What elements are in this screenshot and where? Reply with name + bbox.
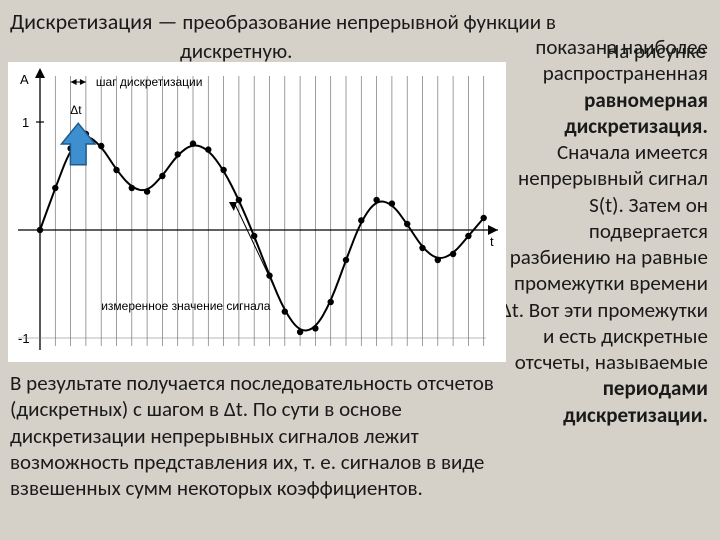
title-def1: преобразование непрерывной функции в	[182, 9, 556, 35]
right-p1-bold: равномерная дискретизация.	[564, 87, 708, 139]
chart-svg: A 1 -1 t Δt шаг дискретизации измеренное значе…	[8, 62, 506, 362]
svg-text:-1: -1	[18, 331, 30, 346]
svg-text:Δt: Δt	[70, 103, 82, 117]
title-dash: —	[152, 8, 182, 35]
bottom-paragraph: В результате получается последовательнос…	[10, 370, 498, 501]
svg-text:A: A	[20, 72, 29, 87]
sampling-chart: A 1 -1 t Δt шаг дискретизации измеренное значе…	[8, 62, 506, 362]
svg-text:t: t	[490, 234, 494, 249]
title-term: Дискретизация	[10, 8, 152, 35]
right-column-text: показана наиболее распространенная равно…	[498, 34, 708, 428]
svg-text:1: 1	[22, 115, 29, 130]
right-p2: Сначала имеется непрерывный сигнал S(t).…	[500, 139, 708, 375]
right-p1: показана наиболее распространенная	[535, 34, 708, 86]
svg-text:измеренное значение сигнала: измеренное значение сигнала	[101, 299, 271, 313]
title-line: Дискретизация — преобразование непрерывн…	[10, 8, 708, 36]
title-def2-left: дискретную.	[180, 38, 292, 64]
svg-text:шаг дискретизации: шаг дискретизации	[96, 75, 203, 89]
right-p2-bold: периодами дискретизации.	[563, 375, 708, 427]
